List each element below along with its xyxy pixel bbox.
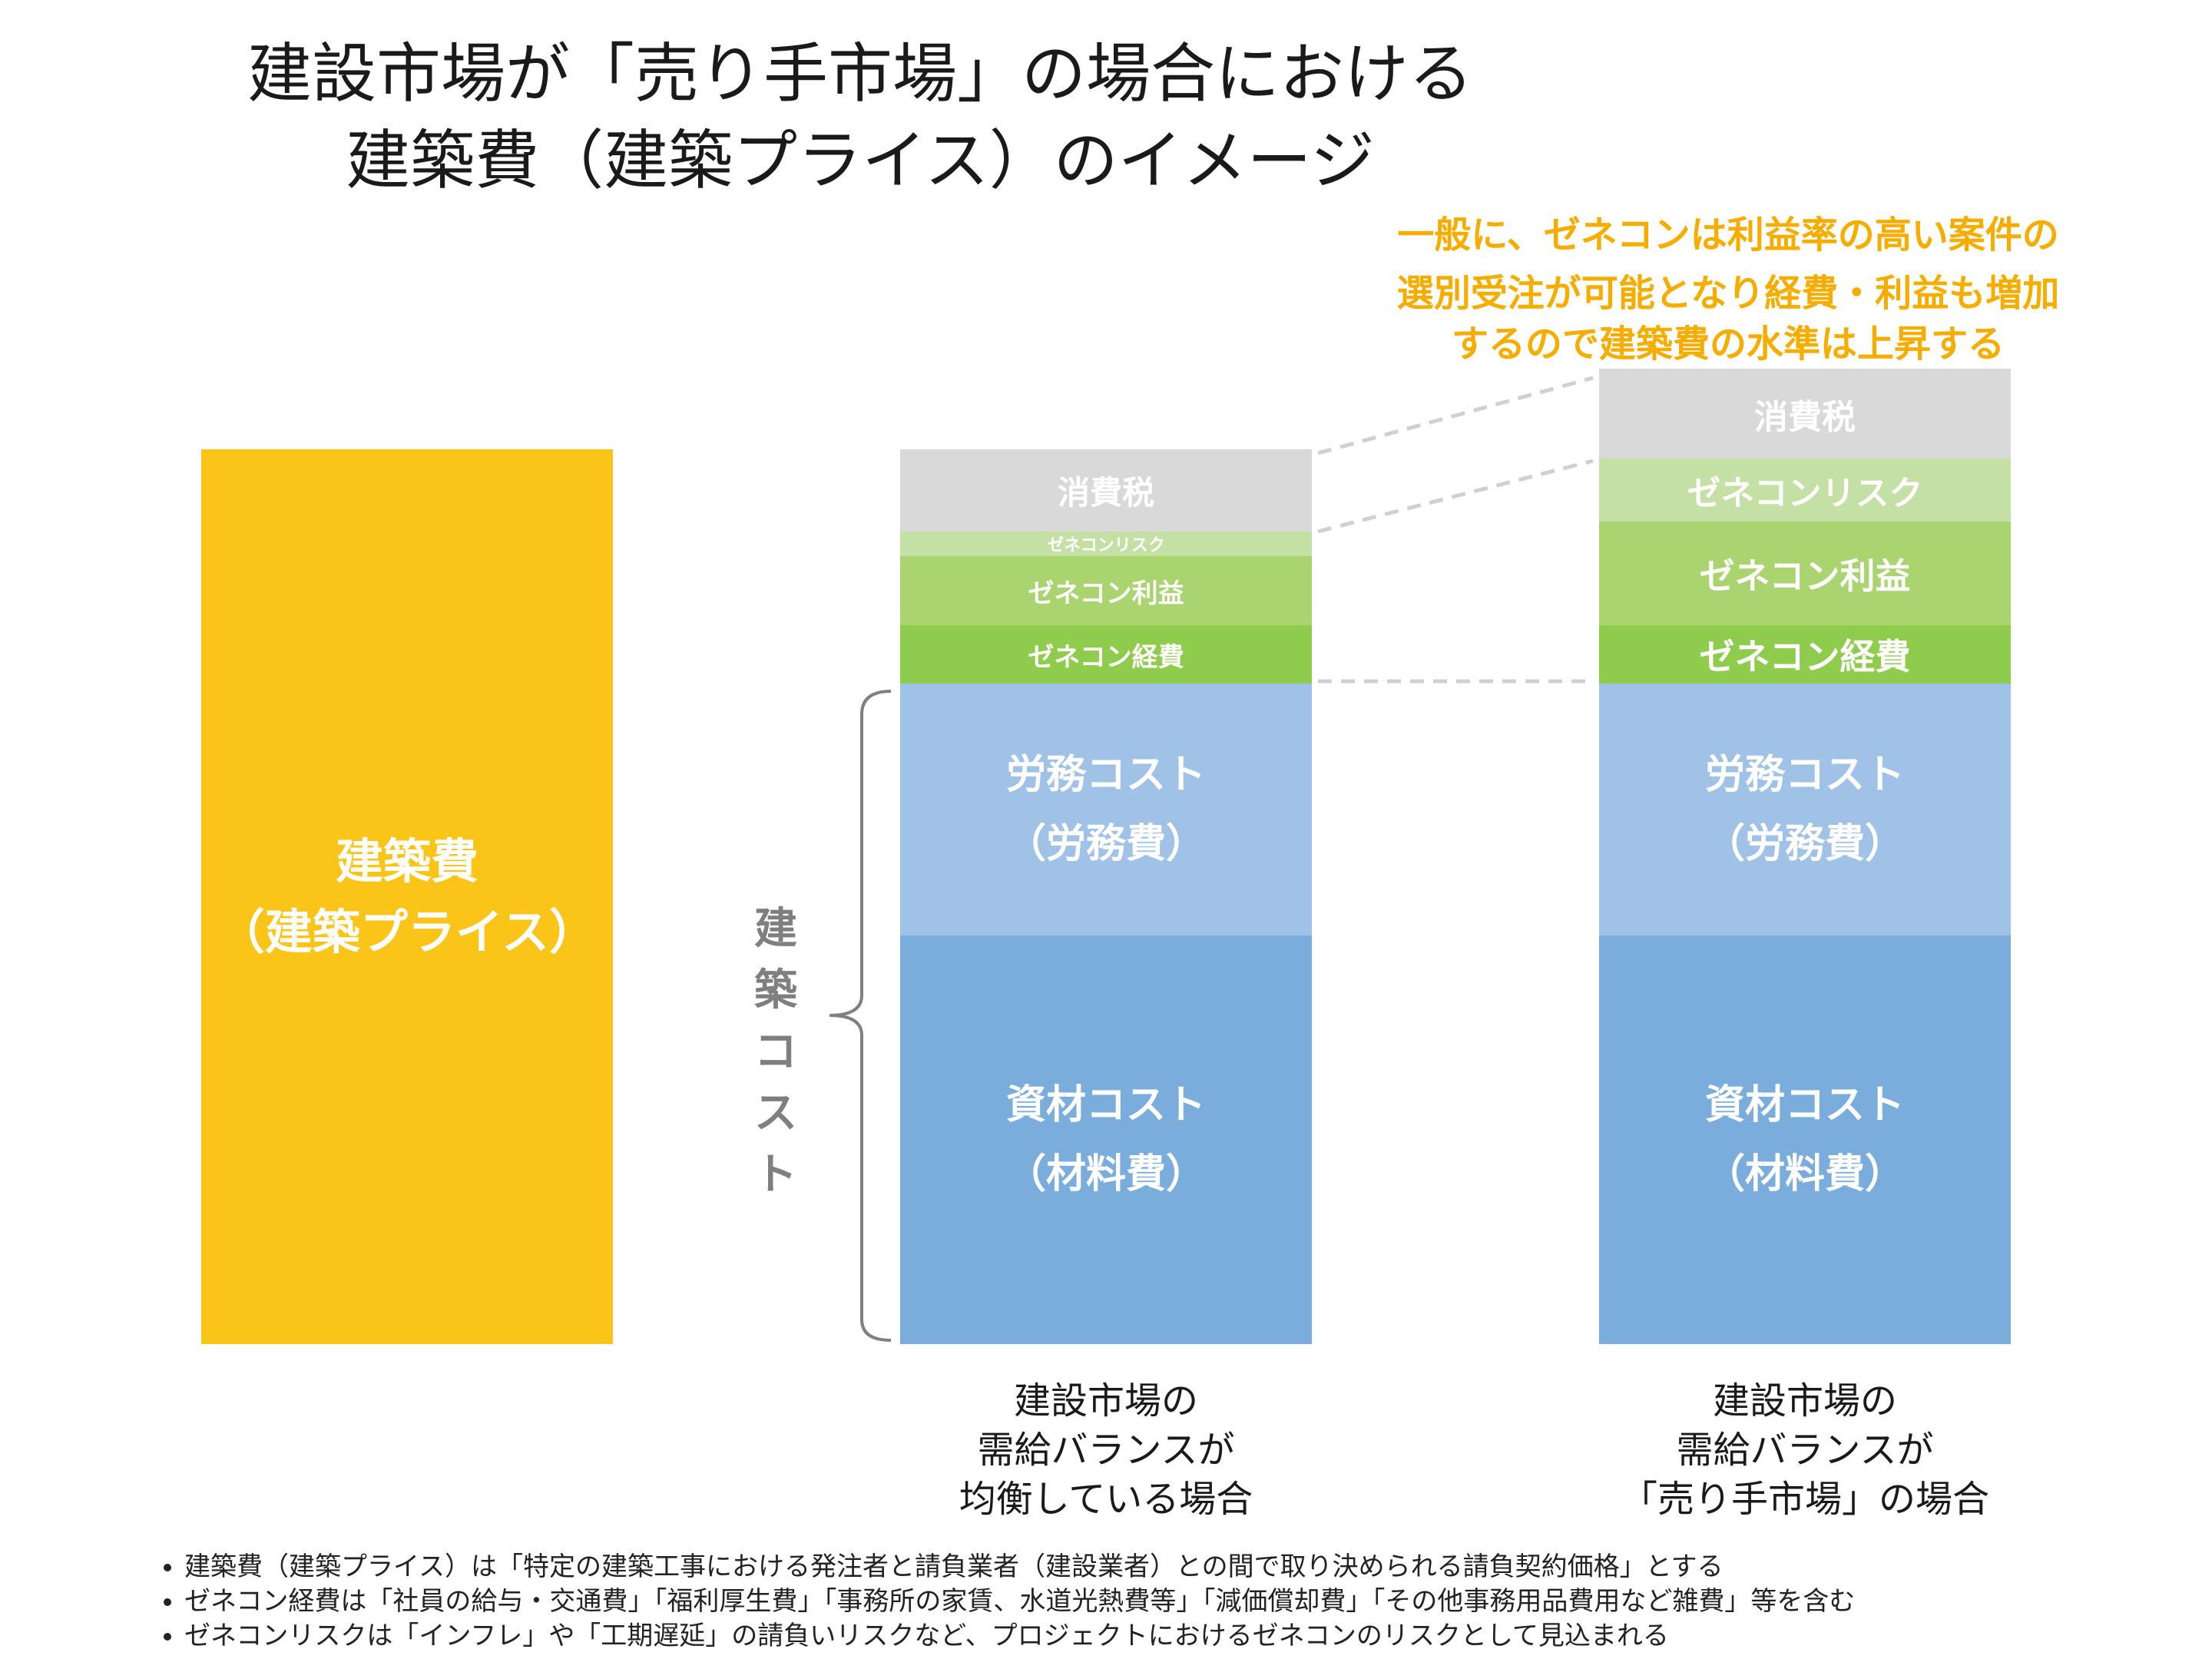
price-bar-label-2: （建築プライス）: [217, 903, 598, 960]
price-bar-label-1: 建築費: [335, 833, 478, 889]
cost-brace-label: 建築コスト: [745, 899, 806, 1206]
caption-sellers-line-3: 「売り手市場」の場合: [1620, 1478, 1989, 1521]
callout-line-2: 選別受注が可能となり経費・利益も増加: [1396, 272, 2060, 315]
segment-risk: ゼネコンリスク: [1599, 459, 2011, 522]
caption-balanced-line-1: 建設市場の: [1013, 1379, 1198, 1422]
footnote-item: ゼネコンリスクは「インフレ」や「工期遅延」の請負いリスクなど、プロジェクトにおけ…: [184, 1619, 1855, 1654]
segment-profit-label: ゼネコン利益: [1028, 578, 1184, 609]
segment-expense-label: ゼネコン経費: [1699, 636, 1911, 677]
segment-labor: 労務コスト （労務費）: [900, 684, 1312, 935]
segment-expense: ゼネコン経費: [900, 625, 1312, 684]
page-title-line-1: 建設市場が「売り手市場」の場合における: [247, 36, 1473, 111]
segment-material-label-1: 資材コスト: [1005, 1082, 1206, 1128]
segment-risk-label: ゼネコンリスク: [1047, 536, 1165, 555]
segment-profit: ゼネコン利益: [1599, 522, 2011, 625]
segment-material: 資材コスト （材料費）: [900, 935, 1312, 1344]
caption-sellers-line-2: 需給バランスが: [1676, 1429, 1934, 1472]
segment-tax: 消費税: [900, 449, 1312, 531]
dashed-connector-middle: [1317, 459, 1594, 534]
segment-labor-label-2: （労務費）: [1704, 821, 1905, 867]
callout-line-3: するので建築費の水準は上昇する: [1451, 323, 2005, 366]
cost-brace-label-text: 建築コスト: [754, 904, 797, 1200]
segment-expense-label: ゼネコン経費: [1028, 641, 1184, 673]
footnote-item: 建築費（建築プライス）は「特定の建築工事における発注者と請負業者（建設業者）との…: [184, 1550, 1855, 1584]
caption-balanced-line-3: 均衡している場合: [959, 1478, 1253, 1521]
callout-line-1: 一般に、ゼネコンは利益率の高い案件の: [1397, 214, 2059, 257]
segment-labor-label-2: （労務費）: [1005, 821, 1206, 867]
construction-price-bar: 建築費 （建築プライス）: [201, 449, 613, 1344]
segment-material-label-1: 資材コスト: [1704, 1082, 1905, 1128]
segment-risk: ゼネコンリスク: [900, 531, 1312, 556]
page-title-line-2: 建築費（建築プライス）のイメージ: [346, 123, 1375, 198]
segment-labor-label-1: 労務コスト: [1005, 752, 1206, 798]
dashed-connector-top: [1317, 376, 1594, 455]
segment-labor: 労務コスト （労務費）: [1599, 684, 2011, 935]
caption-sellers-line-1: 建設市場の: [1712, 1379, 1897, 1422]
segment-profit-label: ゼネコン利益: [1699, 555, 1911, 597]
footnote-list: 建築費（建築プライス）は「特定の建築工事における発注者と請負業者（建設業者）との…: [138, 1550, 1855, 1654]
cost-brace: [829, 690, 892, 1342]
caption-sellers-market: 建設市場の 需給バランスが 「売り手市場」の場合: [1575, 1376, 2035, 1524]
segment-tax-label: 消費税: [1057, 474, 1154, 512]
segment-material: 資材コスト （材料費）: [1599, 935, 2011, 1344]
segment-expense: ゼネコン経費: [1599, 625, 2011, 684]
footnote-item: ゼネコン経費は「社員の給与・交通費」「福利厚生費」「事務所の家賃、水道光熱費等」…: [184, 1584, 1855, 1619]
segment-material-label-2: （材料費）: [1005, 1151, 1206, 1197]
segment-tax-label: 消費税: [1754, 397, 1856, 437]
caption-balanced: 建設市場の 需給バランスが 均衡している場合: [876, 1376, 1336, 1524]
segment-labor-label-1: 労務コスト: [1704, 752, 1905, 798]
segment-tax: 消費税: [1599, 369, 2011, 459]
caption-balanced-line-2: 需給バランスが: [977, 1429, 1235, 1472]
segment-profit: ゼネコン利益: [900, 556, 1312, 625]
segment-material-label-2: （材料費）: [1704, 1151, 1905, 1197]
segment-risk-label: ゼネコンリスク: [1687, 474, 1923, 513]
